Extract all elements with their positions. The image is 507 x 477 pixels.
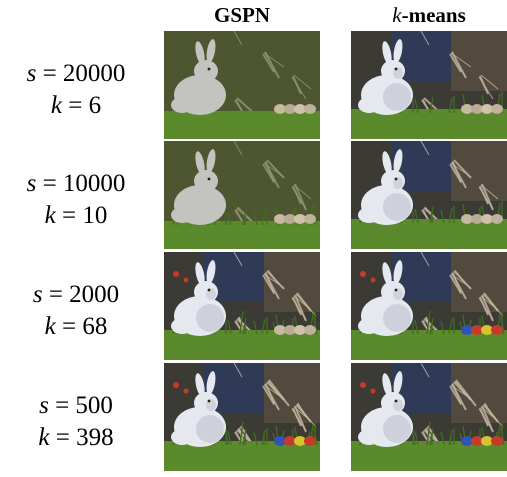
row-label-3: s = 2000 k = 68 [0, 279, 152, 343]
row-1-s-line: s = 20000 [26, 60, 126, 87]
row-3-s-line: s = 2000 [32, 281, 120, 308]
row-3-k-line: k = 68 [44, 313, 108, 340]
row-2-s-line: s = 10000 [26, 170, 126, 197]
row-label-1: s = 20000 k = 6 [0, 58, 152, 122]
row-2-k-line: k = 10 [44, 202, 108, 229]
segmentation-image-kmeans-row-1 [351, 31, 507, 139]
segmentation-image-kmeans-row-3 [351, 252, 507, 360]
row-4-k-line: k = 398 [38, 424, 114, 451]
segmentation-image-kmeans-row-4 [351, 363, 507, 471]
row-label-4: s = 500 k = 398 [0, 390, 152, 454]
column-header-kmeans-var: k [392, 3, 402, 27]
row-1-k-line: k = 6 [50, 92, 102, 119]
column-header-gspn: GSPN [164, 2, 320, 28]
segmentation-image-gspn-row-1 [164, 31, 320, 139]
row-4-s-line: s = 500 [39, 392, 113, 419]
segmentation-image-gspn-row-2 [164, 141, 320, 249]
column-header-kmeans-rest: -means [401, 3, 466, 27]
row-label-2: s = 10000 k = 10 [0, 168, 152, 232]
segmentation-image-gspn-row-4 [164, 363, 320, 471]
segmentation-image-kmeans-row-2 [351, 141, 507, 249]
column-header-kmeans: k-means [351, 2, 507, 28]
column-header-gspn-label: GSPN [213, 3, 270, 27]
segmentation-image-gspn-row-3 [164, 252, 320, 360]
